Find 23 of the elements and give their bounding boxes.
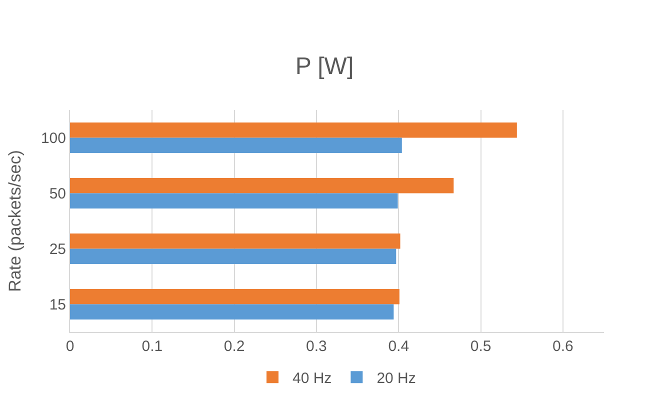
x-tick-label: 0.6 xyxy=(552,338,574,355)
bar xyxy=(70,193,398,209)
y-tick-label: 15 xyxy=(49,296,66,314)
x-tick-label: 0.1 xyxy=(142,338,163,355)
bar xyxy=(70,233,400,249)
legend-label: 20 Hz xyxy=(376,370,416,387)
bar xyxy=(70,122,517,138)
x-tick-label: 0 xyxy=(66,338,74,355)
x-tick-label: 0.4 xyxy=(388,338,410,355)
x-tick-label: 0.3 xyxy=(306,338,327,355)
bar xyxy=(70,178,454,194)
bar xyxy=(70,288,400,304)
bar xyxy=(70,248,396,264)
y-tick-label: 50 xyxy=(49,186,66,202)
y-tick-label: 25 xyxy=(49,241,66,258)
y-axis-title: Rate (packets/sec) xyxy=(6,150,25,292)
x-tick-label: 0.5 xyxy=(470,338,492,355)
x-tick-label: 0.2 xyxy=(224,338,245,355)
y-tick-label: 100 xyxy=(40,130,66,147)
legend-label: 40 Hz xyxy=(292,370,332,387)
bar xyxy=(70,138,402,154)
bar xyxy=(70,304,394,320)
chart-title: P [W] xyxy=(295,52,354,80)
